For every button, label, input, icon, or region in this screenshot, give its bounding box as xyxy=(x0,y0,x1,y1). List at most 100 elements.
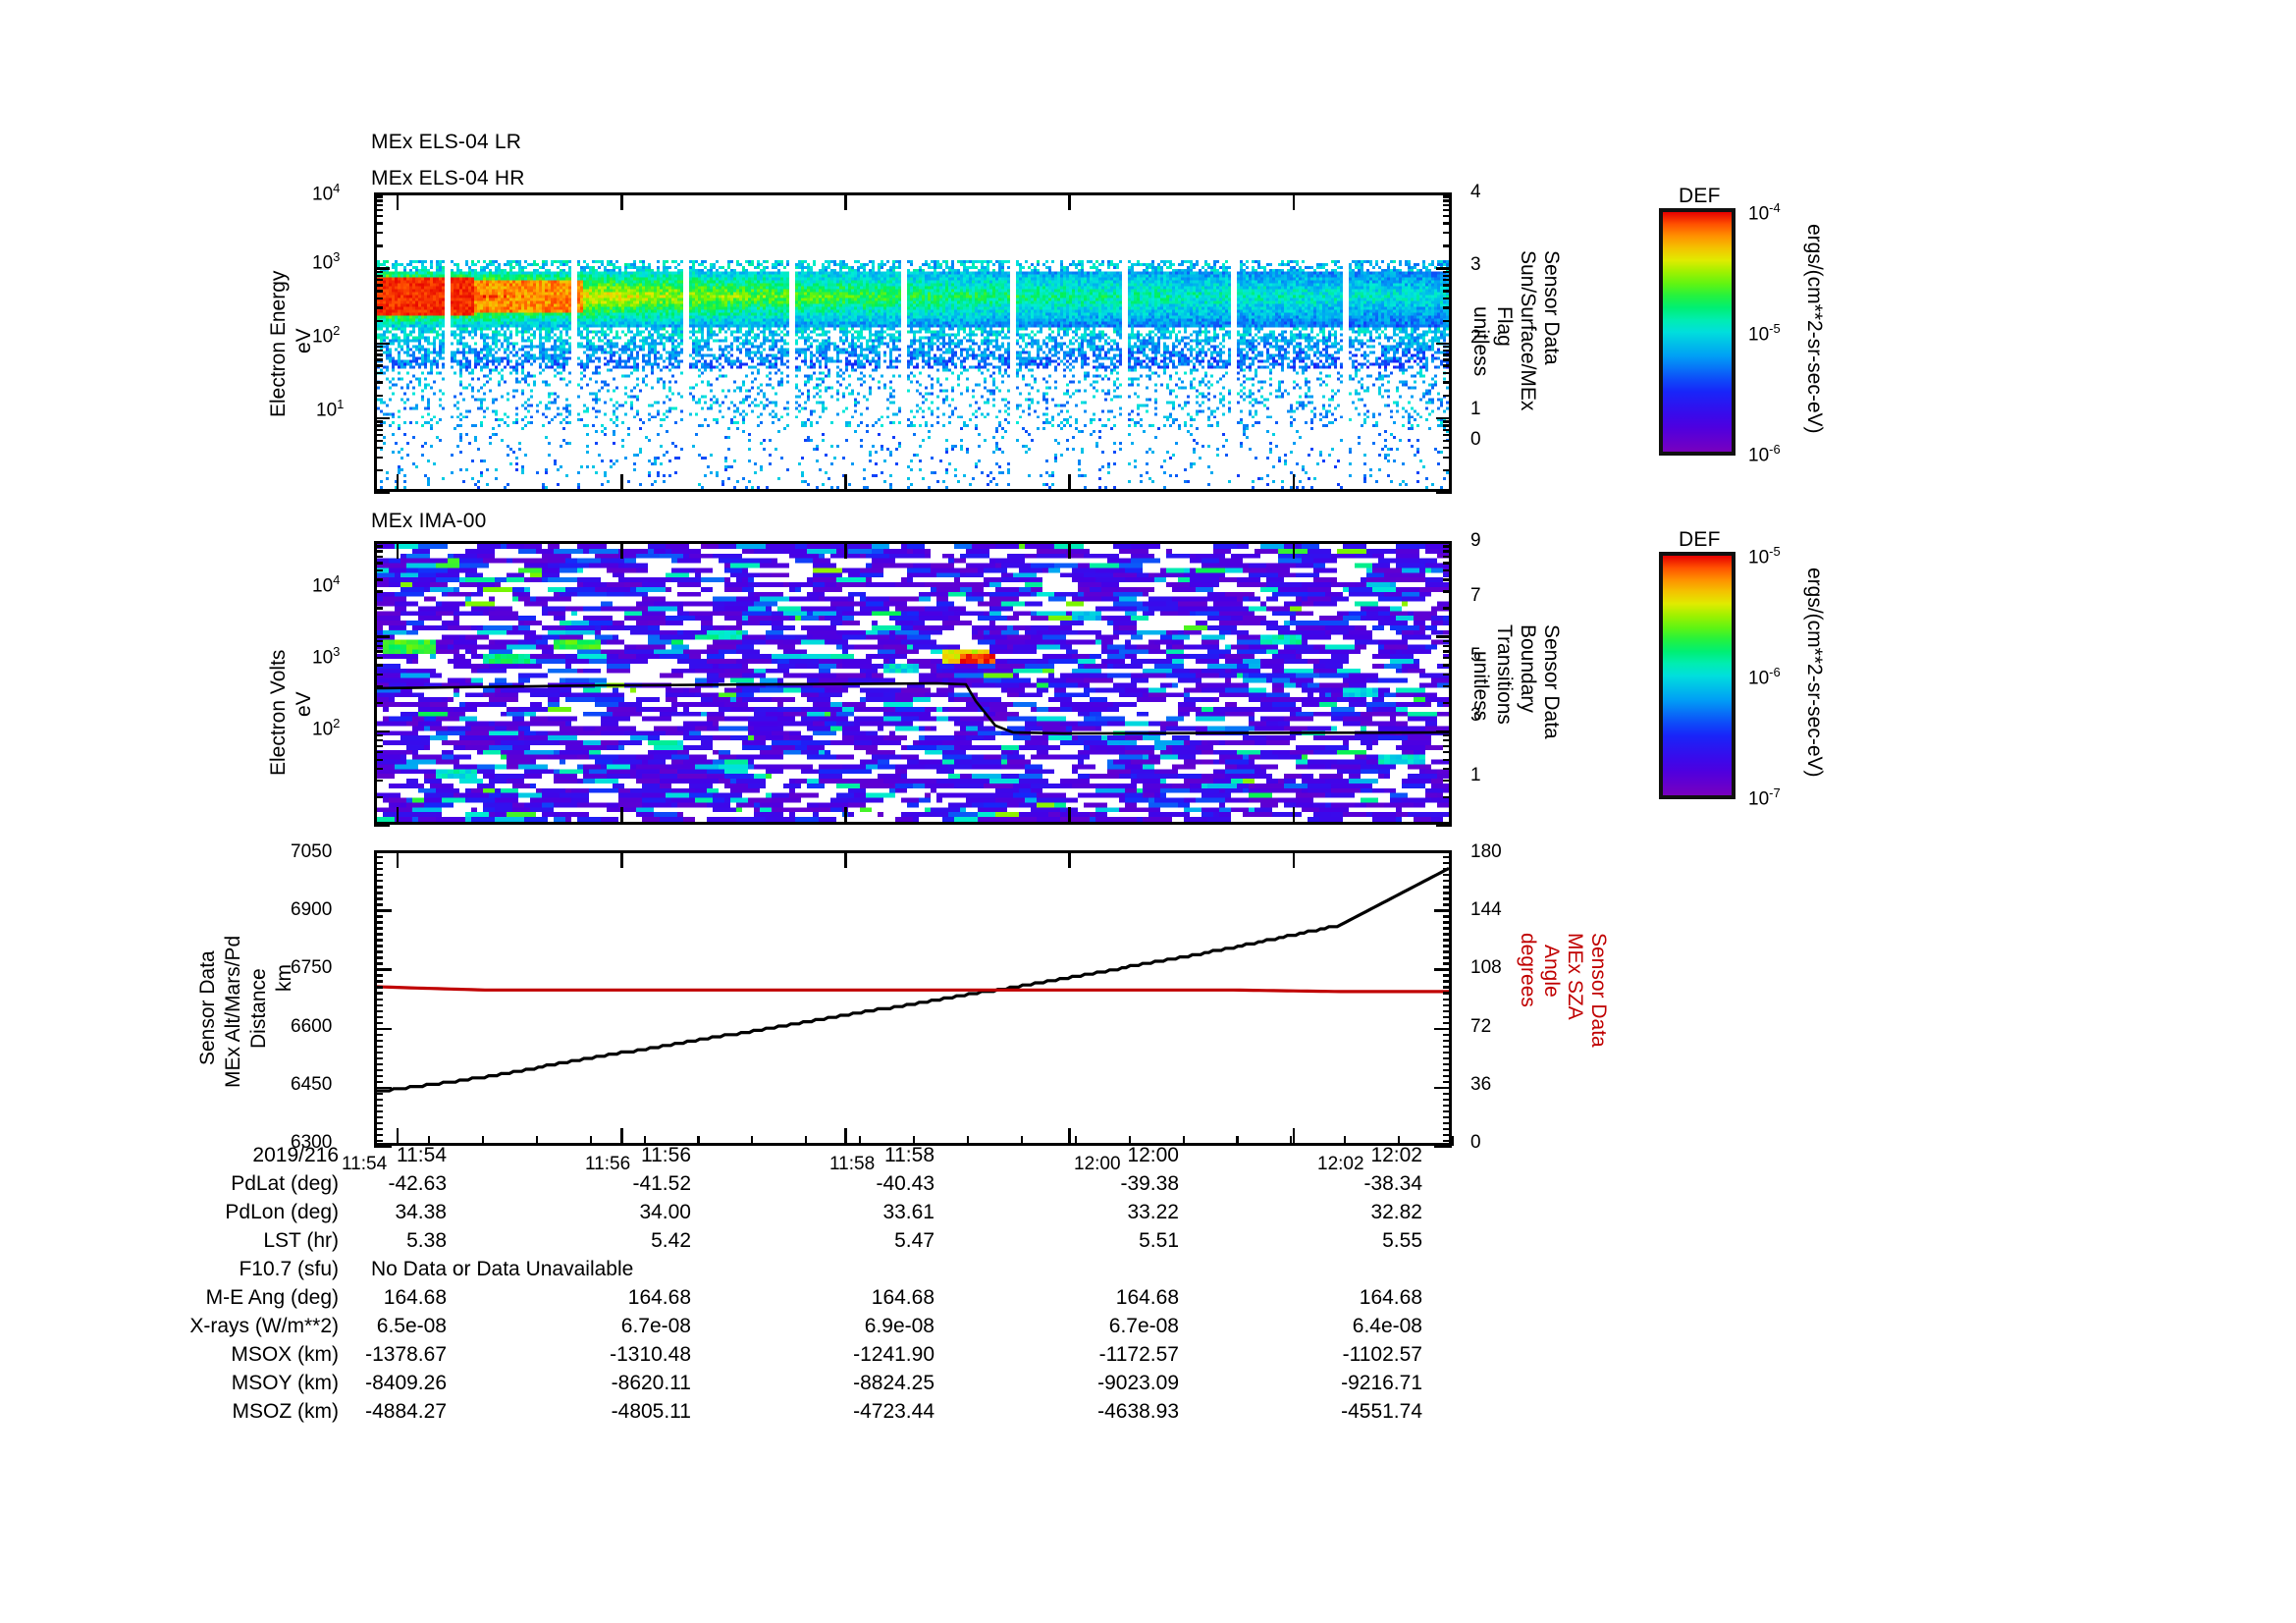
colorbar1-tick-mid: 10-5 xyxy=(1748,321,1781,346)
axis-tick xyxy=(374,1080,383,1084)
axis-tick xyxy=(1443,644,1452,648)
axis-tick xyxy=(1443,545,1452,548)
axis-tick xyxy=(805,1136,808,1146)
table-cell: 164.68 xyxy=(1359,1286,1422,1309)
axis-tick xyxy=(374,222,383,225)
axis-tick xyxy=(374,364,383,367)
axis-tick xyxy=(1443,1092,1452,1096)
axis-tick xyxy=(1434,850,1452,853)
axis-tick xyxy=(374,968,392,971)
axis-tick xyxy=(1443,1127,1452,1131)
axis-tick xyxy=(374,862,383,865)
axis-tick xyxy=(374,758,383,762)
axis-tick xyxy=(374,290,383,293)
axis-tick xyxy=(1443,274,1452,278)
table-cell: 34.00 xyxy=(639,1201,691,1223)
table-cell: 11:56 xyxy=(641,1144,691,1166)
axis-tick xyxy=(620,807,623,825)
axis-tick xyxy=(1443,222,1452,225)
table-cell: 164.68 xyxy=(627,1286,691,1309)
table-cell: -39.38 xyxy=(1120,1172,1179,1195)
axis-tick xyxy=(374,868,383,871)
axis-tick xyxy=(374,1098,383,1102)
panel3-ytick-right-108: 108 xyxy=(1470,957,1502,978)
axis-tick xyxy=(374,1045,383,1049)
table-cell: 164.68 xyxy=(1115,1286,1179,1309)
axis-tick xyxy=(374,980,383,983)
table-cell: 5.51 xyxy=(1139,1229,1179,1252)
panel2-left-axis-units: eV xyxy=(293,691,315,717)
axis-tick xyxy=(374,381,383,384)
axis-tick xyxy=(1443,1021,1452,1024)
table-cell: -4723.44 xyxy=(853,1400,934,1423)
table-cell: -1102.57 xyxy=(1342,1343,1422,1366)
axis-tick xyxy=(374,1027,392,1030)
axis-tick xyxy=(859,1136,862,1146)
table-cell: 6.9e-08 xyxy=(864,1315,934,1337)
axis-tick xyxy=(374,428,383,431)
axis-tick xyxy=(1068,541,1071,559)
axis-tick xyxy=(374,358,383,361)
axis-tick xyxy=(1443,734,1452,737)
axis-tick xyxy=(1443,297,1452,299)
axis-tick xyxy=(844,192,847,210)
table-cell: 33.22 xyxy=(1127,1201,1179,1223)
table-cell: 164.68 xyxy=(871,1286,934,1309)
axis-tick xyxy=(1068,807,1071,825)
panel3-ytick-right-180: 180 xyxy=(1470,841,1502,862)
axis-tick xyxy=(1443,1133,1452,1137)
axis-tick xyxy=(1398,1136,1401,1146)
axis-tick xyxy=(966,1136,970,1146)
table-cell: 5.38 xyxy=(406,1229,447,1252)
table-cell: 34.38 xyxy=(395,1201,447,1223)
axis-tick xyxy=(1443,1045,1452,1049)
table-cell: -1378.67 xyxy=(365,1343,447,1366)
panel3-right-axis-label-line2: MEx SZA xyxy=(1564,933,1586,1020)
colorbar1-units: ergs/(cm**2-sr-sec-eV) xyxy=(1803,224,1826,434)
axis-tick xyxy=(374,656,383,660)
axis-tick xyxy=(374,274,383,278)
axis-tick xyxy=(1068,192,1071,210)
axis-tick xyxy=(1443,701,1452,705)
panel1-right-axis-label-line2: Sun/Surface/MEx xyxy=(1517,250,1539,411)
axis-tick xyxy=(1443,244,1452,247)
panel1-spectrogram xyxy=(377,195,1449,489)
axis-tick xyxy=(1443,1051,1452,1055)
xtick-1158: 11:58 xyxy=(829,1154,876,1174)
panel3-right-axis-label-line3: Angle xyxy=(1540,945,1563,998)
axis-tick xyxy=(697,1136,700,1146)
axis-tick xyxy=(1128,1136,1131,1146)
axis-tick xyxy=(1443,433,1452,437)
axis-tick xyxy=(374,203,383,207)
axis-tick xyxy=(1443,939,1452,942)
axis-tick xyxy=(1443,270,1452,274)
table-cell: 5.55 xyxy=(1382,1229,1422,1252)
axis-tick xyxy=(1443,469,1452,472)
table-cell: 11:54 xyxy=(397,1144,447,1166)
axis-tick xyxy=(374,433,383,437)
axis-tick xyxy=(374,921,383,924)
axis-tick xyxy=(374,664,383,667)
axis-tick xyxy=(374,796,383,799)
axis-tick xyxy=(374,1127,383,1131)
table-cell: -4805.11 xyxy=(611,1400,691,1423)
axis-tick xyxy=(374,416,390,420)
table-cell: -42.63 xyxy=(388,1172,447,1195)
axis-tick xyxy=(374,562,383,565)
axis-tick xyxy=(374,933,383,936)
axis-tick xyxy=(374,635,390,638)
axis-tick xyxy=(1443,420,1452,423)
axis-tick xyxy=(1434,1086,1452,1090)
axis-tick xyxy=(374,1086,392,1090)
panel2-right-axis-label-line1: Sensor Data xyxy=(1540,624,1563,739)
table-row-label: MSOX (km) xyxy=(231,1343,339,1366)
panel2-right-axis-label-line4: unitless xyxy=(1469,651,1492,722)
axis-tick xyxy=(396,474,400,492)
panel1-right-axis-label-line3: Flag xyxy=(1493,306,1516,347)
panel1-left-axis-label: Electron Energy xyxy=(267,271,290,417)
panel3-ytick-right-36: 36 xyxy=(1470,1074,1492,1095)
axis-tick xyxy=(1443,590,1452,593)
panel1-ytick-right-3: 3 xyxy=(1470,254,1481,275)
panel3-traces xyxy=(377,866,1449,1093)
axis-tick xyxy=(374,886,383,889)
